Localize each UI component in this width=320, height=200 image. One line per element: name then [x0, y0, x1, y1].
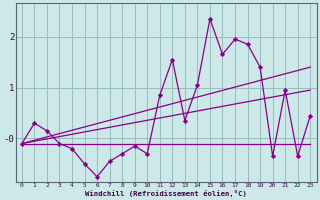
X-axis label: Windchill (Refroidissement éolien,°C): Windchill (Refroidissement éolien,°C)	[85, 190, 247, 197]
